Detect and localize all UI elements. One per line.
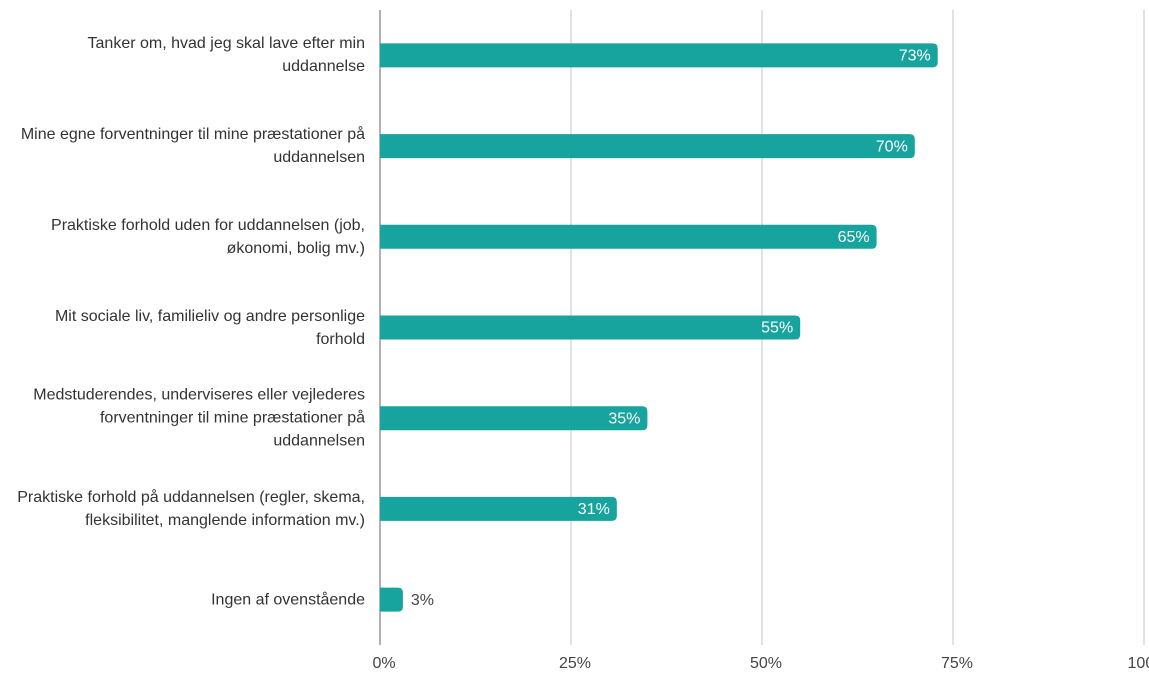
category-label: Mit sociale liv, familieliv og andre per… [54,307,365,348]
bar [380,315,801,340]
x-tick-label: 0% [372,655,395,672]
value-label: 73% [899,48,931,65]
x-tick-label: 50% [750,655,782,672]
value-label: 31% [578,501,610,518]
value-label: 3% [411,592,434,609]
category-label: Tanker om, hvad jeg skal lave efter min … [87,35,365,76]
value-label: 70% [876,138,908,155]
x-tick-label: 100% [1128,655,1149,672]
value-label: 35% [608,410,640,427]
bar [380,134,915,159]
bar [380,224,877,249]
category-label: Praktiske forhold uden for uddannelsen (… [51,216,365,257]
category-label: Praktiske forhold på uddannelsen (regler… [17,488,365,529]
value-label: 55% [761,320,793,337]
category-label: Ingen af ovenstående [211,591,365,609]
bar [380,43,938,68]
x-tick-label: 25% [559,655,591,672]
bar [380,406,648,431]
value-label: 65% [838,229,870,246]
x-tick-label: 75% [941,655,973,672]
bar [380,496,617,521]
category-label: Mine egne forventninger til mine præstat… [20,126,365,167]
category-label: Medstuderendes, underviseres eller vejle… [33,386,365,450]
bar [380,587,403,612]
